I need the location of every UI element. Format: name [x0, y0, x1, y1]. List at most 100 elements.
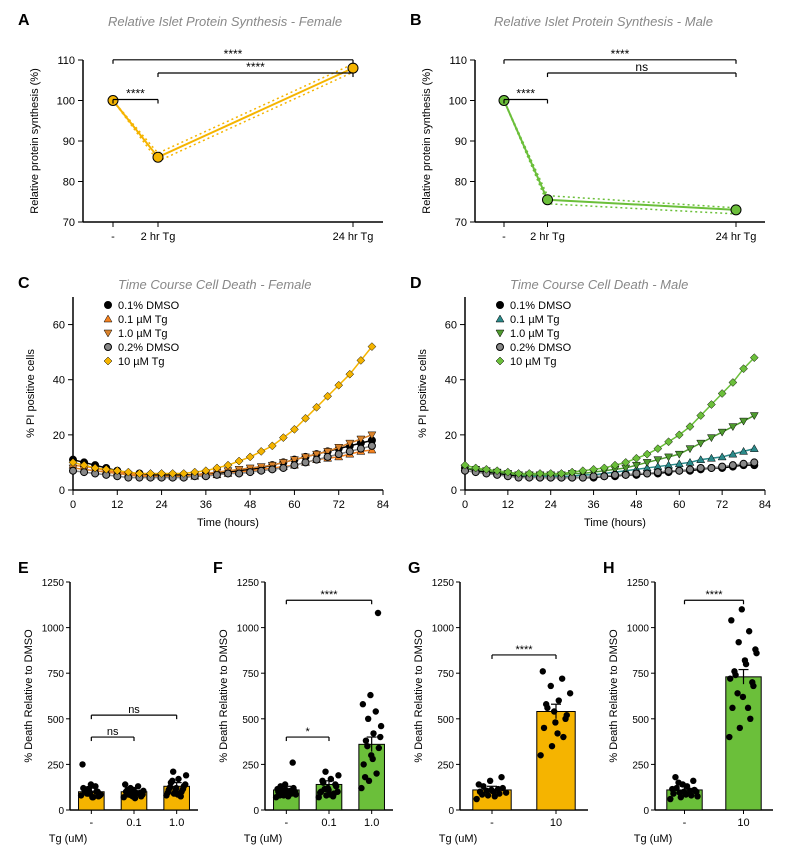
svg-text:100: 100	[57, 96, 75, 108]
svg-text:0: 0	[59, 485, 65, 497]
svg-text:ns: ns	[635, 60, 648, 74]
svg-text:****: ****	[126, 87, 145, 101]
svg-text:84: 84	[759, 499, 771, 511]
svg-text:-: -	[490, 817, 494, 829]
svg-text:Tg (uM): Tg (uM)	[49, 833, 88, 845]
svg-text:750: 750	[47, 669, 64, 680]
svg-text:****: ****	[515, 644, 533, 656]
svg-text:0.1 µM Tg: 0.1 µM Tg	[510, 314, 560, 326]
panel-e: E 025050075010001250% Death Relative to …	[18, 560, 208, 850]
svg-text:2 hr Tg: 2 hr Tg	[141, 231, 176, 243]
svg-text:0.2% DMSO: 0.2% DMSO	[510, 342, 572, 354]
svg-text:ns: ns	[107, 726, 119, 738]
svg-text:0.1% DMSO: 0.1% DMSO	[118, 300, 180, 312]
svg-text:Tg (uM): Tg (uM)	[634, 833, 673, 845]
svg-text:48: 48	[630, 499, 642, 511]
svg-text:250: 250	[437, 760, 454, 771]
svg-text:1250: 1250	[42, 578, 65, 589]
svg-text:1250: 1250	[627, 578, 650, 589]
svg-text:-: -	[683, 817, 687, 829]
svg-text:Relative protein synthesis (%): Relative protein synthesis (%)	[29, 68, 41, 214]
svg-text:2 hr Tg: 2 hr Tg	[530, 231, 565, 243]
svg-text:0: 0	[462, 499, 468, 511]
svg-text:72: 72	[716, 499, 728, 511]
svg-text:84: 84	[377, 499, 389, 511]
svg-text:24 hr Tg: 24 hr Tg	[333, 231, 374, 243]
svg-text:750: 750	[437, 669, 454, 680]
svg-text:250: 250	[242, 760, 259, 771]
svg-text:1.0: 1.0	[169, 817, 184, 829]
svg-text:1.0 µM Tg: 1.0 µM Tg	[510, 328, 560, 340]
svg-text:750: 750	[242, 669, 259, 680]
svg-text:110: 110	[57, 55, 75, 67]
svg-text:20: 20	[53, 430, 65, 442]
svg-text:90: 90	[63, 136, 75, 148]
svg-text:*: *	[306, 726, 311, 738]
svg-text:1000: 1000	[42, 624, 65, 635]
svg-text:70: 70	[455, 217, 467, 229]
svg-text:-: -	[502, 231, 506, 243]
svg-text:****: ****	[224, 47, 243, 61]
svg-text:1.0 µM Tg: 1.0 µM Tg	[118, 328, 168, 340]
svg-text:0.1 µM Tg: 0.1 µM Tg	[118, 314, 168, 326]
svg-text:10: 10	[737, 817, 749, 829]
svg-text:48: 48	[244, 499, 256, 511]
svg-text:500: 500	[437, 715, 454, 726]
svg-text:1250: 1250	[237, 578, 260, 589]
svg-text:0: 0	[70, 499, 76, 511]
svg-text:20: 20	[445, 430, 457, 442]
svg-text:70: 70	[63, 217, 75, 229]
svg-text:-: -	[111, 231, 115, 243]
svg-text:0.1: 0.1	[126, 817, 141, 829]
svg-text:500: 500	[47, 715, 64, 726]
svg-text:24: 24	[545, 499, 557, 511]
svg-text:36: 36	[200, 499, 212, 511]
svg-text:60: 60	[288, 499, 300, 511]
svg-text:500: 500	[242, 715, 259, 726]
svg-text:90: 90	[455, 136, 467, 148]
svg-text:Relative protein synthesis (%): Relative protein synthesis (%)	[421, 68, 433, 214]
svg-text:Tg (uM): Tg (uM)	[439, 833, 478, 845]
svg-text:110: 110	[449, 55, 467, 67]
panel-h: H 025050075010001250% Death Relative to …	[603, 560, 783, 850]
svg-text:40: 40	[53, 375, 65, 387]
svg-text:0.1% DMSO: 0.1% DMSO	[510, 300, 572, 312]
svg-text:****: ****	[611, 47, 630, 61]
svg-text:0.2% DMSO: 0.2% DMSO	[118, 342, 180, 354]
svg-text:% Death Relative to DMSO: % Death Relative to DMSO	[413, 629, 425, 763]
svg-text:12: 12	[502, 499, 514, 511]
svg-text:****: ****	[246, 60, 265, 74]
svg-text:0: 0	[448, 806, 454, 817]
svg-text:750: 750	[632, 669, 649, 680]
svg-text:36: 36	[587, 499, 599, 511]
svg-text:10: 10	[550, 817, 562, 829]
svg-text:500: 500	[632, 715, 649, 726]
svg-text:1250: 1250	[432, 578, 455, 589]
svg-text:ns: ns	[128, 704, 140, 716]
svg-text:80: 80	[455, 177, 467, 189]
svg-text:0: 0	[643, 806, 649, 817]
svg-text:****: ****	[516, 87, 535, 101]
panel-c: C Time Course Cell Death - Female 020406…	[18, 275, 398, 535]
svg-text:1000: 1000	[432, 624, 455, 635]
svg-text:0.1: 0.1	[321, 817, 336, 829]
svg-text:80: 80	[63, 177, 75, 189]
svg-text:% Death Relative to DMSO: % Death Relative to DMSO	[218, 629, 230, 763]
panel-f: F 025050075010001250% Death Relative to …	[213, 560, 403, 850]
panel-b: B Relative Islet Protein Synthesis - Mal…	[410, 12, 780, 252]
svg-text:40: 40	[445, 375, 457, 387]
svg-text:Tg (uM): Tg (uM)	[244, 833, 283, 845]
svg-text:-: -	[89, 817, 93, 829]
svg-text:-: -	[284, 817, 288, 829]
svg-text:100: 100	[449, 96, 467, 108]
panel-d: D Time Course Cell Death - Male 02040600…	[410, 275, 780, 535]
svg-text:72: 72	[333, 499, 345, 511]
panel-g: G 025050075010001250% Death Relative to …	[408, 560, 598, 850]
svg-text:0: 0	[58, 806, 64, 817]
svg-text:****: ****	[705, 589, 723, 601]
svg-text:% Death Relative to DMSO: % Death Relative to DMSO	[608, 629, 620, 763]
svg-text:24 hr Tg: 24 hr Tg	[716, 231, 757, 243]
svg-text:60: 60	[53, 320, 65, 332]
svg-text:****: ****	[320, 589, 338, 601]
panel-a: A Relative Islet Protein Synthesis - Fem…	[18, 12, 398, 252]
